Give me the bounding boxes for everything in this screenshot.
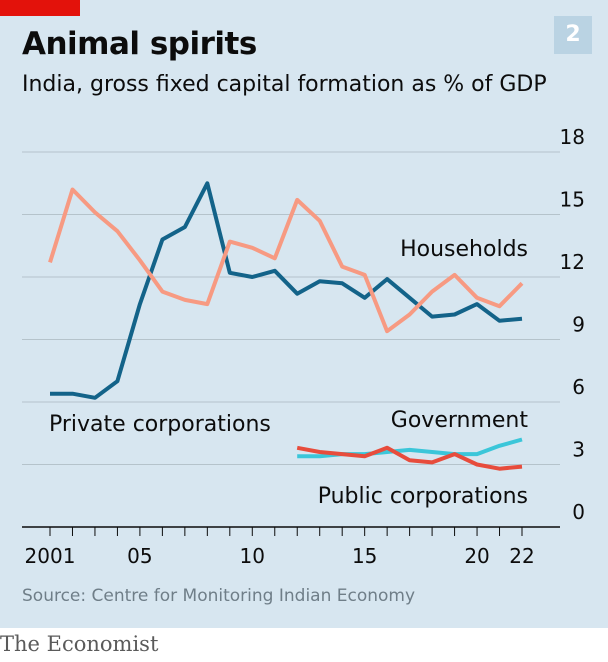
- x-tick-label: 05: [127, 544, 152, 568]
- y-tick-label: 0: [572, 500, 585, 524]
- line-chart: 0 3 6 9 12 15 18 2001 05 10 15 20 22 Private corpora…: [22, 125, 585, 568]
- series-line-households: [48, 187, 524, 334]
- series-label-private-corporations: Private corporations: [49, 412, 271, 437]
- y-tick-label: 18: [560, 125, 585, 149]
- x-tick-label: 15: [352, 544, 377, 568]
- chart-title: Animal spirits: [22, 26, 257, 62]
- y-tick-label: 15: [560, 188, 585, 212]
- chart-card: [0, 0, 608, 628]
- series-label-layer: Private corporations Households Government…: [49, 237, 528, 509]
- series-label-government: Government: [391, 408, 529, 433]
- y-tick-label: 9: [572, 313, 585, 337]
- series-line-public-corporations: [296, 445, 523, 471]
- chart-subtitle: India, gross fixed capital formation as …: [22, 72, 547, 97]
- x-tick-label: 10: [240, 544, 265, 568]
- x-tick-label: 20: [464, 544, 489, 568]
- y-tick-label: 6: [572, 375, 585, 399]
- x-tick-label: 22: [509, 544, 534, 568]
- series-label-public-corporations: Public corporations: [318, 484, 528, 509]
- x-tick-label: 2001: [25, 544, 76, 568]
- y-tick-label: 12: [560, 250, 585, 274]
- series-label-households: Households: [400, 237, 528, 262]
- axis-layer: 0 3 6 9 12 15 18 2001 05 10 15 20 22: [25, 125, 585, 568]
- chart-number-badge: 2: [554, 16, 592, 54]
- y-tick-label: 3: [572, 438, 585, 462]
- brand-logo: The Economist: [0, 632, 159, 656]
- brand-red-tag: [0, 0, 80, 16]
- series-line-private-corporations: [50, 181, 523, 400]
- source-note: Source: Centre for Monitoring Indian Eco…: [22, 586, 416, 606]
- grid-layer: [22, 151, 560, 528]
- series-layer: [48, 181, 524, 471]
